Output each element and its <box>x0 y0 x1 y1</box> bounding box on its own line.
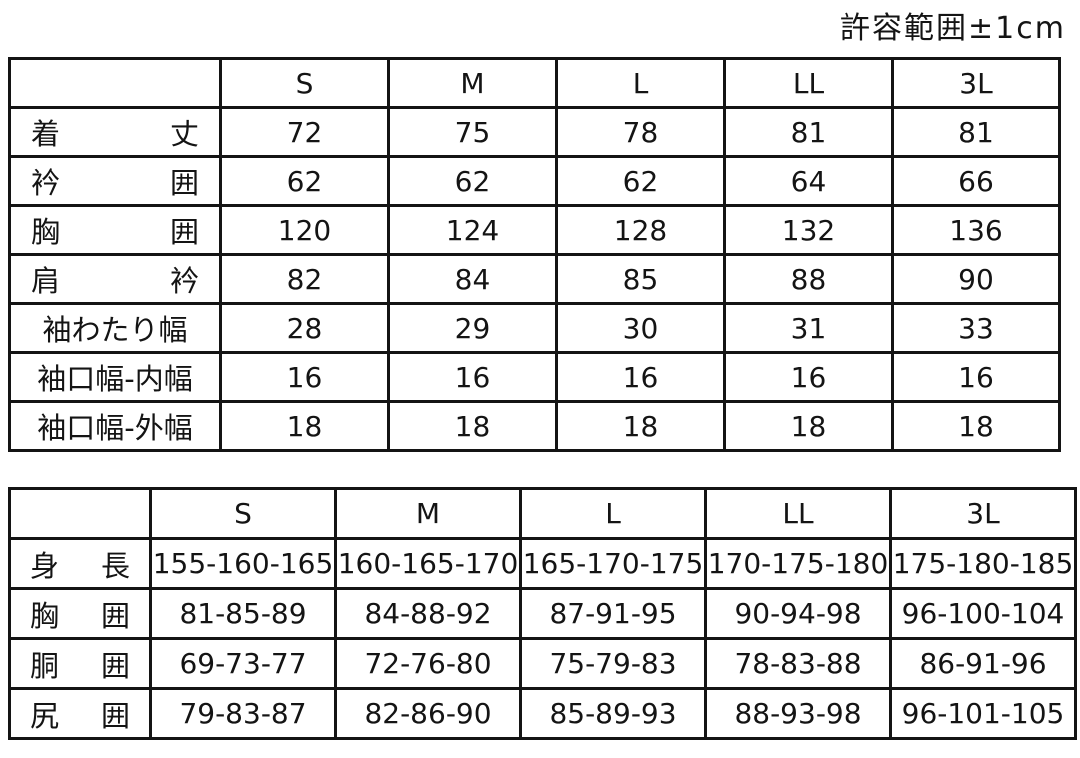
measurement-value: 30 <box>555 302 726 354</box>
measurement-value: 75 <box>387 106 558 158</box>
measurement-value: 85-89-93 <box>519 687 707 740</box>
measurement-label: 袖わたり幅 <box>8 302 222 354</box>
corner-cell <box>8 57 222 109</box>
table-row: 胴囲 69-73-77 72-76-80 75-79-83 78-83-88 8… <box>8 637 1077 690</box>
measurement-label: 袖口幅-外幅 <box>8 400 222 452</box>
measurement-value: 16 <box>387 351 558 403</box>
measurement-value: 33 <box>891 302 1061 354</box>
size-column-header: M <box>387 57 558 109</box>
measurement-value: 87-91-95 <box>519 587 707 640</box>
table-row: 肩衿 82 84 85 88 90 <box>8 253 1061 305</box>
measurement-value: 72 <box>219 106 390 158</box>
measurement-value: 18 <box>555 400 726 452</box>
header-row: S M L LL 3L <box>8 57 1061 109</box>
measurement-value: 78 <box>555 106 726 158</box>
table-row: 袖口幅-内幅 16 16 16 16 16 <box>8 351 1061 403</box>
table-row: 胸囲 120 124 128 132 136 <box>8 204 1061 256</box>
measurement-value: 29 <box>387 302 558 354</box>
measurement-value: 136 <box>891 204 1061 256</box>
measurement-value: 82 <box>219 253 390 305</box>
size-column-header: 3L <box>889 487 1077 540</box>
measurement-value: 18 <box>723 400 894 452</box>
measurement-label: 肩衿 <box>31 264 199 298</box>
measurement-value: 88-93-98 <box>704 687 892 740</box>
measurement-value: 155-160-165 <box>149 537 337 590</box>
measurement-value: 16 <box>891 351 1061 403</box>
table-row: 袖口幅-外幅 18 18 18 18 18 <box>8 400 1061 452</box>
size-column-header: LL <box>723 57 894 109</box>
measurement-value: 66 <box>891 155 1061 207</box>
measurement-value: 165-170-175 <box>519 537 707 590</box>
measurement-value: 124 <box>387 204 558 256</box>
corner-cell <box>8 487 152 540</box>
measurement-value: 90-94-98 <box>704 587 892 640</box>
measurement-value: 81-85-89 <box>149 587 337 640</box>
measurement-value: 81 <box>891 106 1061 158</box>
measurement-value: 64 <box>723 155 894 207</box>
size-column-header: S <box>149 487 337 540</box>
measurement-label: 身長 <box>30 548 130 583</box>
measurement-value: 84-88-92 <box>334 587 522 640</box>
garment-size-table: S M L LL 3L 着丈 72 75 78 81 81 衿囲 62 62 6… <box>8 57 1061 452</box>
table-row: 衿囲 62 62 62 64 66 <box>8 155 1061 207</box>
tolerance-note: 許容範囲±1cm <box>840 11 1066 46</box>
measurement-value: 85 <box>555 253 726 305</box>
size-column-header: L <box>519 487 707 540</box>
measurement-value: 86-91-96 <box>889 637 1077 690</box>
measurement-value: 18 <box>387 400 558 452</box>
measurement-value: 128 <box>555 204 726 256</box>
measurement-value: 18 <box>891 400 1061 452</box>
table-row: 胸囲 81-85-89 84-88-92 87-91-95 90-94-98 9… <box>8 587 1077 640</box>
measurement-value: 75-79-83 <box>519 637 707 690</box>
measurement-value: 170-175-180 <box>704 537 892 590</box>
measurement-value: 62 <box>555 155 726 207</box>
measurement-value: 82-86-90 <box>334 687 522 740</box>
measurement-value: 79-83-87 <box>149 687 337 740</box>
body-size-table: S M L LL 3L 身長 155-160-165 160-165-170 1… <box>8 487 1077 740</box>
measurement-value: 96-100-104 <box>889 587 1077 640</box>
measurement-value: 81 <box>723 106 894 158</box>
measurement-value: 18 <box>219 400 390 452</box>
measurement-label: 着丈 <box>31 117 199 151</box>
measurement-value: 78-83-88 <box>704 637 892 690</box>
measurement-value: 16 <box>723 351 894 403</box>
size-column-header: LL <box>704 487 892 540</box>
measurement-value: 62 <box>387 155 558 207</box>
size-column-header: 3L <box>891 57 1061 109</box>
measurement-value: 28 <box>219 302 390 354</box>
table-row: 尻囲 79-83-87 82-86-90 85-89-93 88-93-98 9… <box>8 687 1077 740</box>
measurement-value: 69-73-77 <box>149 637 337 690</box>
measurement-value: 175-180-185 <box>889 537 1077 590</box>
measurement-value: 132 <box>723 204 894 256</box>
size-column-header: M <box>334 487 522 540</box>
size-column-header: L <box>555 57 726 109</box>
measurement-value: 72-76-80 <box>334 637 522 690</box>
header-row: S M L LL 3L <box>8 487 1077 540</box>
measurement-value: 62 <box>219 155 390 207</box>
table-row: 身長 155-160-165 160-165-170 165-170-175 1… <box>8 537 1077 590</box>
measurement-value: 120 <box>219 204 390 256</box>
table-row: 着丈 72 75 78 81 81 <box>8 106 1061 158</box>
table-row: 袖わたり幅 28 29 30 31 33 <box>8 302 1061 354</box>
measurement-value: 96-101-105 <box>889 687 1077 740</box>
measurement-label: 袖口幅-内幅 <box>8 351 222 403</box>
measurement-value: 31 <box>723 302 894 354</box>
measurement-label: 胴囲 <box>30 648 130 683</box>
measurement-value: 88 <box>723 253 894 305</box>
measurement-label: 胸囲 <box>30 598 130 633</box>
measurement-label: 衿囲 <box>31 166 199 200</box>
measurement-value: 90 <box>891 253 1061 305</box>
measurement-label: 胸囲 <box>31 215 199 249</box>
size-column-header: S <box>219 57 390 109</box>
measurement-value: 84 <box>387 253 558 305</box>
measurement-value: 160-165-170 <box>334 537 522 590</box>
measurement-value: 16 <box>219 351 390 403</box>
measurement-value: 16 <box>555 351 726 403</box>
measurement-label: 尻囲 <box>30 698 130 733</box>
